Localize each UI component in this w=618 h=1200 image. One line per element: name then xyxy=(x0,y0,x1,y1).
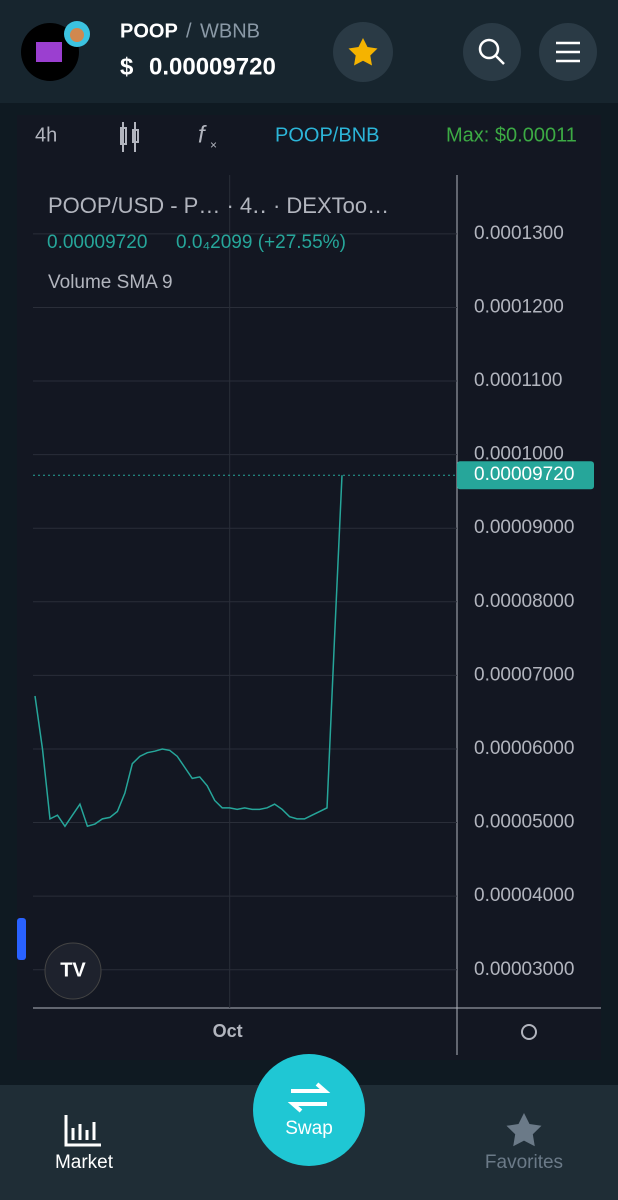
study-label: Volume SMA 9 xyxy=(48,272,173,293)
tradingview-logo[interactable] xyxy=(44,942,102,1000)
y-tick-label: 0.00004000 xyxy=(474,885,574,906)
last-price-label: 0.00009720 xyxy=(474,464,574,485)
side-toggle[interactable] xyxy=(17,918,26,960)
swap-button[interactable] xyxy=(253,1054,365,1166)
x-tick-label: Oct xyxy=(213,1021,243,1041)
fx-icon[interactable]: f xyxy=(198,121,207,148)
settings-icon[interactable] xyxy=(521,1024,537,1040)
favorites-icon[interactable] xyxy=(506,1113,542,1147)
legend-change: 0.0₄2099 (+27.55%) xyxy=(176,232,346,253)
y-tick-label: 0.00003000 xyxy=(474,959,574,980)
header-bar xyxy=(0,0,618,103)
market-tab[interactable]: Market xyxy=(55,1152,114,1173)
plot: 0.00003000 0.00004000 0.00005000 0.00006000… xyxy=(33,175,601,1055)
chart-panel xyxy=(17,115,601,1060)
quote: WBNB xyxy=(200,20,260,42)
search-button[interactable] xyxy=(463,23,521,81)
pancake-icon xyxy=(70,28,84,42)
y-tick-label: 0.0001200 xyxy=(474,296,564,317)
y-tick-label: 0.0001300 xyxy=(474,223,564,244)
symbol: POOP xyxy=(120,20,178,42)
max-price: Max: $0.00011 xyxy=(446,124,577,146)
separator: / xyxy=(186,20,192,42)
pair[interactable]: POOP/BNB xyxy=(275,124,379,146)
search-handle xyxy=(495,55,505,65)
star-icon xyxy=(348,38,378,66)
menu-icon xyxy=(556,41,580,63)
legend-last: 0.00009720 xyxy=(47,232,147,253)
y-tick-label: 0.0001100 xyxy=(474,370,562,391)
swap-label[interactable]: Swap xyxy=(285,1118,333,1139)
y-tick-label: 0.00009000 xyxy=(474,517,574,538)
currency: $ xyxy=(120,53,134,80)
y-tick-label: 0.00006000 xyxy=(474,738,574,759)
y-tick-label: 0.0001000 xyxy=(474,444,564,465)
favorites-tab[interactable]: Favorites xyxy=(485,1152,563,1173)
tv-mark: TV xyxy=(60,959,86,981)
market-icon[interactable] xyxy=(64,1115,101,1147)
y-tick-label: 0.00005000 xyxy=(474,812,574,833)
interval[interactable]: 4h xyxy=(35,124,57,146)
price-line xyxy=(34,475,343,828)
fx-icon-x: × xyxy=(210,138,217,152)
logo-art xyxy=(36,42,62,62)
last-price-tag xyxy=(457,461,594,490)
search-icon xyxy=(478,38,500,60)
candle-icon[interactable] xyxy=(120,122,139,152)
y-tick-label: 0.00007000 xyxy=(474,664,574,685)
price: 0.00009720 xyxy=(149,53,276,80)
y-tick-label: 0.00008000 xyxy=(474,591,574,612)
swap-icon xyxy=(287,1082,331,1113)
legend-title: POOP/USD - P… · 4‥ · DEXToo… xyxy=(48,193,389,218)
